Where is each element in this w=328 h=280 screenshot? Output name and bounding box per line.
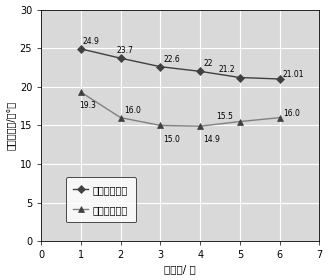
冷冻状态直剪	[158, 124, 162, 127]
Legend: 常温状态直剪, 冷冻状态直剪: 常温状态直剪, 冷冻状态直剪	[66, 177, 136, 223]
冷冻状态直剪	[119, 116, 123, 119]
Text: 16.0: 16.0	[124, 106, 141, 115]
Y-axis label: 直剪摩擦角/（°）: 直剪摩擦角/（°）	[6, 101, 15, 150]
常温状态直剪	[238, 76, 242, 79]
冷冻状态直剪	[79, 90, 83, 94]
常温状态直剪	[198, 70, 202, 73]
冷冻状态直剪	[238, 120, 242, 123]
Text: 22.6: 22.6	[164, 55, 180, 64]
Text: 24.9: 24.9	[83, 37, 100, 46]
常温状态直剪	[79, 47, 83, 51]
Text: 15.5: 15.5	[216, 112, 233, 121]
冷冻状态直剪	[198, 125, 202, 128]
Text: 21.01: 21.01	[283, 70, 304, 79]
Text: 21.2: 21.2	[218, 66, 235, 74]
Text: 14.9: 14.9	[203, 136, 220, 144]
常温状态直剪	[277, 77, 281, 81]
Text: 15.0: 15.0	[164, 135, 180, 144]
X-axis label: 含水率/ ％: 含水率/ ％	[164, 264, 196, 274]
Line: 常温状态直剪: 常温状态直剪	[78, 46, 283, 82]
冷冻状态直剪	[277, 116, 281, 119]
Text: 19.3: 19.3	[79, 101, 96, 111]
常温状态直剪	[158, 65, 162, 68]
Text: 23.7: 23.7	[117, 46, 133, 55]
Line: 冷冻状态直剪: 冷冻状态直剪	[77, 89, 283, 130]
Text: 22: 22	[203, 59, 213, 68]
Text: 16.0: 16.0	[283, 109, 300, 118]
常温状态直剪	[119, 57, 123, 60]
